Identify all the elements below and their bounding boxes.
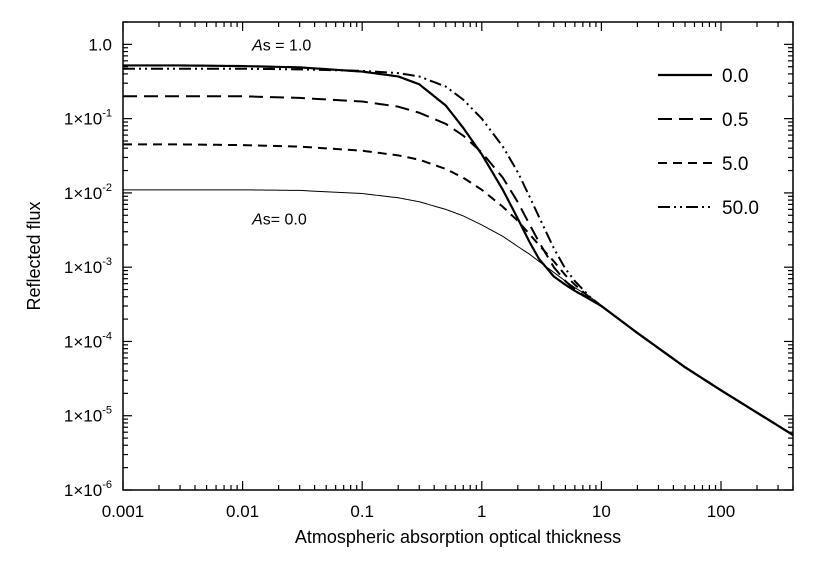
x-tick-label: 1 (477, 502, 486, 521)
series-line-5 (123, 189, 794, 436)
y-tick-label: 1×10-6 (64, 479, 112, 500)
series-line-3 (123, 143, 794, 436)
y-tick-label: 1.0 (88, 35, 112, 54)
legend-label-1: 0.0 (722, 66, 748, 87)
y-tick-label: 1×10-5 (64, 405, 112, 426)
x-tick-label: 10 (592, 502, 611, 521)
series-line-1 (123, 64, 794, 436)
y-tick-labels: 1.0 1×10-1 1×10-2 1×10-3 1×10-4 1×10-5 1×10-6 (64, 35, 112, 500)
plot-frame (122, 21, 794, 491)
x-tick-label: 100 (707, 502, 735, 521)
legend-label-4: 50.0 (722, 198, 759, 219)
curve-annotation-1: As = 1.0 (251, 37, 311, 54)
series-line-4 (123, 67, 794, 436)
x-tick-label: 0.001 (102, 502, 145, 521)
curve-annotation-2: As= 0.0 (251, 212, 307, 229)
y-tick-label: 1×10-4 (64, 330, 112, 351)
y-axis-title: Reflected flux (24, 201, 44, 310)
legend: 0.0 0.5 5.0 50.0 (658, 66, 759, 219)
series-line-2 (123, 95, 794, 436)
x-tick-labels: 0.001 0.01 0.1 1 10 100 (102, 502, 735, 521)
series-lines (123, 64, 794, 436)
x-axis-title: Atmospheric absorption optical thickness (295, 527, 621, 547)
y-tick-label: 1×10-3 (64, 256, 112, 277)
annotations: As = 1.0 As= 0.0 (251, 37, 311, 228)
axis-ticks (122, 21, 794, 491)
legend-label-2: 0.5 (722, 110, 748, 131)
x-tick-label: 0.01 (226, 502, 259, 521)
x-tick-label: 0.1 (350, 502, 374, 521)
legend-label-3: 5.0 (722, 154, 748, 175)
y-tick-label: 1×10-1 (64, 108, 112, 129)
y-tick-label: 1×10-2 (64, 182, 112, 203)
